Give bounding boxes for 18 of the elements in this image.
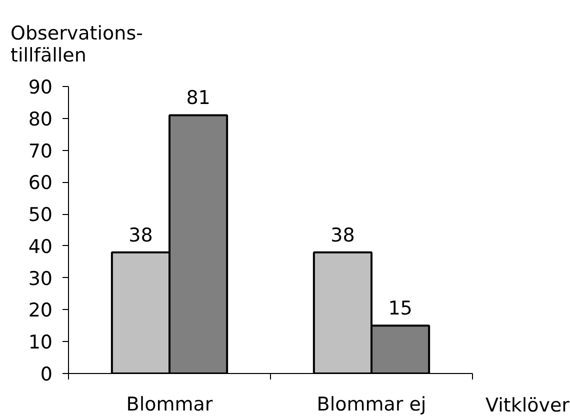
x-tick-label: Blommar [126, 394, 213, 416]
y-tick-label: 80 [28, 108, 53, 130]
y-tick-label: 20 [28, 300, 53, 322]
y-tick-label: 90 [28, 76, 53, 98]
y-axis-title: Observations- tillfällen [10, 22, 143, 66]
y-tick-label: 0 [40, 364, 53, 386]
data-label: 81 [186, 87, 210, 110]
x-tick-label: Blommar ej [316, 394, 426, 416]
y-tick-label: 70 [28, 140, 53, 162]
y-tick-label: 50 [28, 204, 53, 226]
y-tick-label: 60 [28, 172, 53, 194]
x-axis-title: Vitklöver [486, 394, 570, 416]
y-tick-label: 40 [28, 236, 53, 258]
data-label: 38 [330, 224, 355, 246]
data-label: 15 [388, 298, 412, 320]
y-tick-label: 10 [28, 332, 53, 354]
data-label: 38 [128, 224, 153, 246]
y-tick-label: 30 [28, 268, 53, 290]
